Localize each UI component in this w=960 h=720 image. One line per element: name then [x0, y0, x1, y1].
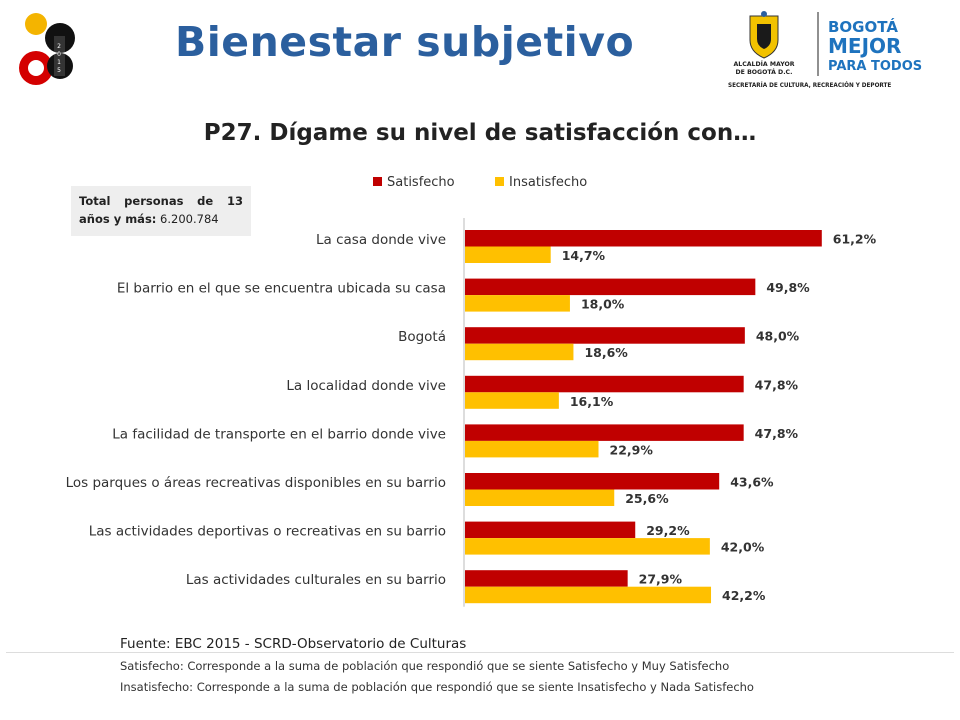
mejor-wordmark: MEJOR — [828, 34, 901, 58]
svg-text:0: 0 — [57, 51, 61, 58]
chart-title: P27. Dígame su nivel de satisfacción con… — [203, 120, 757, 146]
data-label-satisfecho-3: 47,8% — [755, 377, 799, 392]
total-personas-box: Total personas de 13 años y más: 6.200.7… — [71, 186, 251, 236]
note-insatisfecho: Insatisfecho: Corresponde a la suma de p… — [120, 680, 754, 694]
legend-swatch-1 — [495, 177, 504, 186]
total-personas-value: 6.200.784 — [160, 212, 219, 226]
data-label-satisfecho-2: 48,0% — [756, 329, 800, 344]
total-personas-label: Total personas de 13 años y más: — [79, 194, 243, 226]
svg-text:5: 5 — [57, 67, 61, 74]
secretaria-subtitle: SECRETARÍA DE CULTURA, RECREACIÓN Y DEPO… — [728, 81, 891, 89]
data-label-satisfecho-6: 29,2% — [646, 523, 690, 538]
bar-satisfecho-4 — [465, 424, 744, 441]
bar-insatisfecho-4 — [465, 440, 599, 458]
data-label-satisfecho-7: 27,9% — [639, 572, 683, 587]
data-label-satisfecho-1: 49,8% — [766, 280, 810, 295]
note-satisfecho: Satisfecho: Corresponde a la suma de pob… — [120, 659, 730, 673]
bar-satisfecho-6 — [465, 521, 636, 539]
data-label-insatisfecho-3: 16,1% — [570, 394, 614, 409]
bar-insatisfecho-6 — [465, 538, 710, 555]
legend-swatch-0 — [373, 177, 382, 186]
bar-insatisfecho-1 — [465, 295, 570, 312]
category-label-3: La localidad donde vive — [286, 378, 446, 394]
bar-insatisfecho-7 — [465, 586, 712, 604]
data-label-insatisfecho-5: 25,6% — [625, 491, 669, 506]
satisfaction-bar-chart: Satisfecho Insatisfecho La casa donde vive… — [66, 175, 877, 607]
category-label-0: La casa donde vive — [316, 232, 446, 248]
bar-insatisfecho-5 — [465, 489, 615, 506]
source-text: Fuente: EBC 2015 - SCRD-Observatorio de … — [120, 636, 467, 652]
data-label-insatisfecho-2: 18,6% — [584, 345, 628, 360]
secretaria-logo-icon: 2 0 1 5 — [19, 13, 75, 85]
category-label-7: Las actividades culturales en su barrio — [186, 572, 446, 588]
data-label-satisfecho-0: 61,2% — [833, 232, 877, 247]
legend-label-0: Satisfecho — [387, 175, 455, 190]
bar-insatisfecho-0 — [465, 246, 551, 263]
bar-satisfecho-7 — [465, 570, 628, 587]
data-label-satisfecho-5: 43,6% — [730, 475, 774, 490]
svg-text:2: 2 — [57, 43, 61, 50]
category-label-6: Las actividades deportivas o recreativas… — [89, 524, 446, 540]
bar-satisfecho-0 — [465, 230, 822, 247]
category-label-5: Los parques o áreas recreativas disponib… — [66, 475, 446, 491]
bar-satisfecho-2 — [465, 327, 745, 344]
bogota-coat-of-arms-icon — [749, 11, 779, 59]
bar-satisfecho-3 — [465, 375, 744, 393]
data-label-satisfecho-4: 47,8% — [755, 426, 799, 441]
data-label-insatisfecho-6: 42,0% — [721, 540, 765, 555]
category-label-1: El barrio en el que se encuentra ubicada… — [117, 281, 446, 297]
legend-label-1: Insatisfecho — [509, 175, 587, 190]
bar-satisfecho-1 — [465, 278, 756, 296]
bogota-mejor-para-todos-logo: ALCALDÍA MAYOR DE BOGOTÁ D.C. BOGOTÁ MEJ… — [720, 6, 950, 92]
alcaldia-line2: DE BOGOTÁ D.C. — [736, 67, 793, 76]
bogota-wordmark: BOGOTÁ — [828, 17, 898, 36]
data-label-insatisfecho-7: 42,2% — [722, 588, 766, 603]
bar-insatisfecho-2 — [465, 343, 574, 361]
data-label-insatisfecho-1: 18,0% — [581, 297, 625, 312]
bar-insatisfecho-3 — [465, 392, 559, 409]
page-title: Bienestar subjetivo — [175, 18, 635, 66]
bar-satisfecho-5 — [465, 473, 720, 490]
data-label-insatisfecho-0: 14,7% — [562, 248, 606, 263]
data-label-insatisfecho-4: 22,9% — [610, 442, 654, 457]
alcaldia-line1: ALCALDÍA MAYOR — [733, 59, 794, 68]
footer-divider — [6, 652, 954, 653]
svg-text:1: 1 — [57, 59, 61, 66]
para-todos-wordmark: PARA TODOS — [828, 59, 922, 74]
category-label-2: Bogotá — [398, 329, 446, 345]
category-label-4: La facilidad de transporte en el barrio … — [112, 426, 446, 442]
